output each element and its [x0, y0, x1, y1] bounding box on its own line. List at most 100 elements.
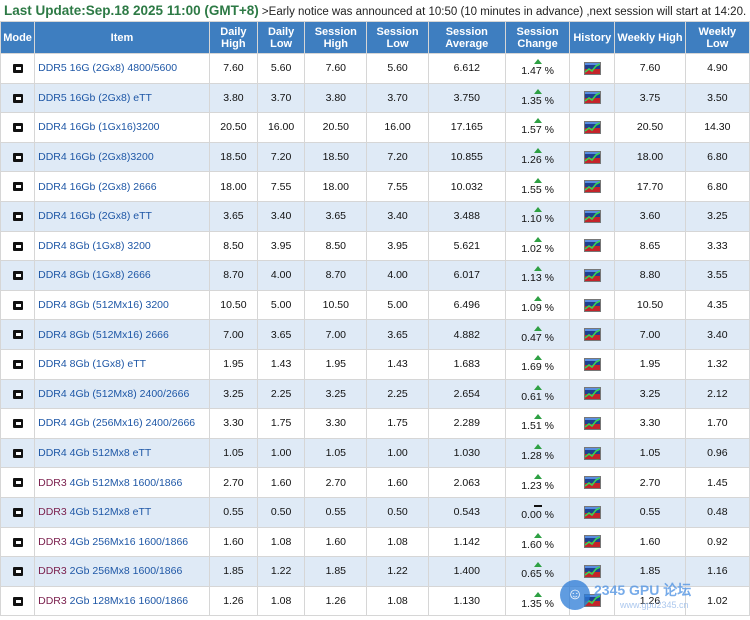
item-prefix[interactable]: DDR3 [38, 535, 67, 548]
history-chart-icon[interactable] [583, 564, 601, 578]
mode-cell[interactable] [0, 408, 36, 439]
item-link[interactable]: DDR4 8Gb (512Mx16) 2666 [34, 319, 210, 350]
document-icon[interactable] [12, 596, 23, 606]
history-cell[interactable] [569, 378, 616, 410]
item-spec[interactable]: 4Gb 512Mx8 eTT [66, 506, 152, 519]
history-cell[interactable] [569, 467, 616, 498]
item-prefix[interactable]: DDR4 [38, 121, 67, 134]
item-prefix[interactable]: DDR4 [38, 210, 67, 223]
item-prefix[interactable]: DDR4 [38, 180, 67, 193]
item-spec[interactable]: 8Gb (512Mx16) 3200 [66, 299, 169, 312]
history-cell[interactable] [569, 289, 616, 321]
item-spec[interactable]: 4Gb 256Mx16 1600/1866 [66, 535, 189, 548]
history-cell[interactable] [569, 171, 616, 202]
history-cell[interactable] [569, 348, 616, 380]
item-prefix[interactable]: DDR4 [38, 447, 67, 460]
mode-cell[interactable] [0, 556, 36, 587]
history-chart-icon[interactable] [583, 209, 601, 223]
item-link[interactable]: DDR4 16Gb (2Gx8) 2666 [34, 171, 210, 202]
item-spec[interactable]: 16Gb (2Gx8) eTT [66, 91, 152, 104]
history-cell[interactable] [569, 230, 616, 262]
history-chart-icon[interactable] [583, 446, 601, 460]
document-icon[interactable] [12, 537, 23, 547]
document-icon[interactable] [12, 182, 23, 192]
item-spec[interactable]: 4Gb 512Mx8 1600/1866 [66, 476, 183, 489]
document-icon[interactable] [12, 419, 23, 429]
history-chart-icon[interactable] [583, 357, 601, 371]
mode-cell[interactable] [0, 53, 36, 84]
mode-cell[interactable] [0, 378, 36, 410]
item-spec[interactable]: 16G (2Gx8) 4800/5600 [66, 62, 178, 75]
mode-cell[interactable] [0, 112, 36, 143]
item-prefix[interactable]: DDR3 [38, 565, 67, 578]
col-header-daily-low[interactable]: Daily Low [256, 21, 306, 54]
item-spec[interactable]: 4Gb 512Mx8 eTT [66, 447, 152, 460]
history-cell[interactable] [569, 437, 616, 469]
item-link[interactable]: DDR4 16Gb (2Gx8)3200 [34, 141, 210, 173]
item-link[interactable]: DDR4 8Gb (1Gx8) 3200 [34, 230, 210, 262]
item-prefix[interactable]: DDR5 [38, 91, 67, 104]
history-chart-icon[interactable] [583, 91, 601, 105]
document-icon[interactable] [12, 330, 23, 340]
document-icon[interactable] [12, 507, 23, 517]
item-spec[interactable]: 4Gb (256Mx16) 2400/2666 [66, 417, 196, 430]
item-link[interactable]: DDR4 8Gb (1Gx8) eTT [34, 348, 210, 380]
history-chart-icon[interactable] [583, 120, 601, 134]
item-link[interactable]: DDR4 4Gb 512Mx8 eTT [34, 437, 210, 469]
document-icon[interactable] [12, 241, 23, 251]
document-icon[interactable] [12, 93, 23, 103]
col-header-session-change[interactable]: Session Change [504, 21, 571, 54]
col-header-daily-high[interactable]: Daily High [208, 21, 259, 54]
col-header-item[interactable]: Item [34, 21, 210, 54]
mode-cell[interactable] [0, 141, 36, 173]
item-spec[interactable]: 16Gb (2Gx8)3200 [66, 151, 154, 164]
document-icon[interactable] [12, 123, 23, 133]
document-icon[interactable] [12, 211, 23, 221]
col-header-session-high[interactable]: Session High [304, 21, 368, 54]
history-chart-icon[interactable] [583, 298, 601, 312]
document-icon[interactable] [12, 478, 23, 488]
item-spec[interactable]: 16Gb (1Gx16)3200 [66, 121, 160, 134]
mode-cell[interactable] [0, 585, 36, 617]
history-chart-icon[interactable] [583, 416, 601, 430]
item-spec[interactable]: 2Gb 128Mx16 1600/1866 [66, 594, 189, 607]
item-prefix[interactable]: DDR4 [38, 269, 67, 282]
item-spec[interactable]: 8Gb (1Gx8) 3200 [66, 239, 151, 252]
history-cell[interactable] [569, 496, 616, 528]
item-spec[interactable]: 16Gb (2Gx8) 2666 [66, 180, 157, 193]
history-cell[interactable] [569, 200, 616, 232]
item-link[interactable]: DDR5 16G (2Gx8) 4800/5600 [34, 53, 210, 84]
mode-cell[interactable] [0, 200, 36, 232]
document-icon[interactable] [12, 567, 23, 577]
history-chart-icon[interactable] [583, 180, 601, 194]
history-chart-icon[interactable] [583, 387, 601, 401]
history-cell[interactable] [569, 260, 616, 291]
item-spec[interactable]: 2Gb 256Mx8 1600/1866 [66, 565, 183, 578]
mode-cell[interactable] [0, 348, 36, 380]
history-cell[interactable] [569, 526, 616, 558]
history-cell[interactable] [569, 82, 616, 114]
history-cell[interactable] [569, 408, 616, 439]
history-cell[interactable] [569, 319, 616, 350]
document-icon[interactable] [12, 359, 23, 369]
history-chart-icon[interactable] [583, 239, 601, 253]
mode-cell[interactable] [0, 260, 36, 291]
document-icon[interactable] [12, 389, 23, 399]
item-link[interactable]: DDR3 4Gb 512Mx8 eTT [34, 496, 210, 528]
item-prefix[interactable]: DDR4 [38, 358, 67, 371]
document-icon[interactable] [12, 271, 23, 281]
item-link[interactable]: DDR3 2Gb 128Mx16 1600/1866 [34, 585, 210, 617]
item-link[interactable]: DDR3 2Gb 256Mx8 1600/1866 [34, 556, 210, 587]
document-icon[interactable] [12, 64, 23, 74]
item-prefix[interactable]: DDR4 [38, 299, 67, 312]
col-header-weekly-high[interactable]: Weekly High [614, 21, 686, 54]
item-prefix[interactable]: DDR3 [38, 476, 67, 489]
history-chart-icon[interactable] [583, 328, 601, 342]
item-link[interactable]: DDR5 16Gb (2Gx8) eTT [34, 82, 210, 114]
document-icon[interactable] [12, 300, 23, 310]
document-icon[interactable] [12, 152, 23, 162]
item-link[interactable]: DDR4 8Gb (1Gx8) 2666 [34, 260, 210, 291]
item-prefix[interactable]: DDR4 [38, 328, 67, 341]
item-prefix[interactable]: DDR3 [38, 594, 67, 607]
history-chart-icon[interactable] [583, 268, 601, 282]
